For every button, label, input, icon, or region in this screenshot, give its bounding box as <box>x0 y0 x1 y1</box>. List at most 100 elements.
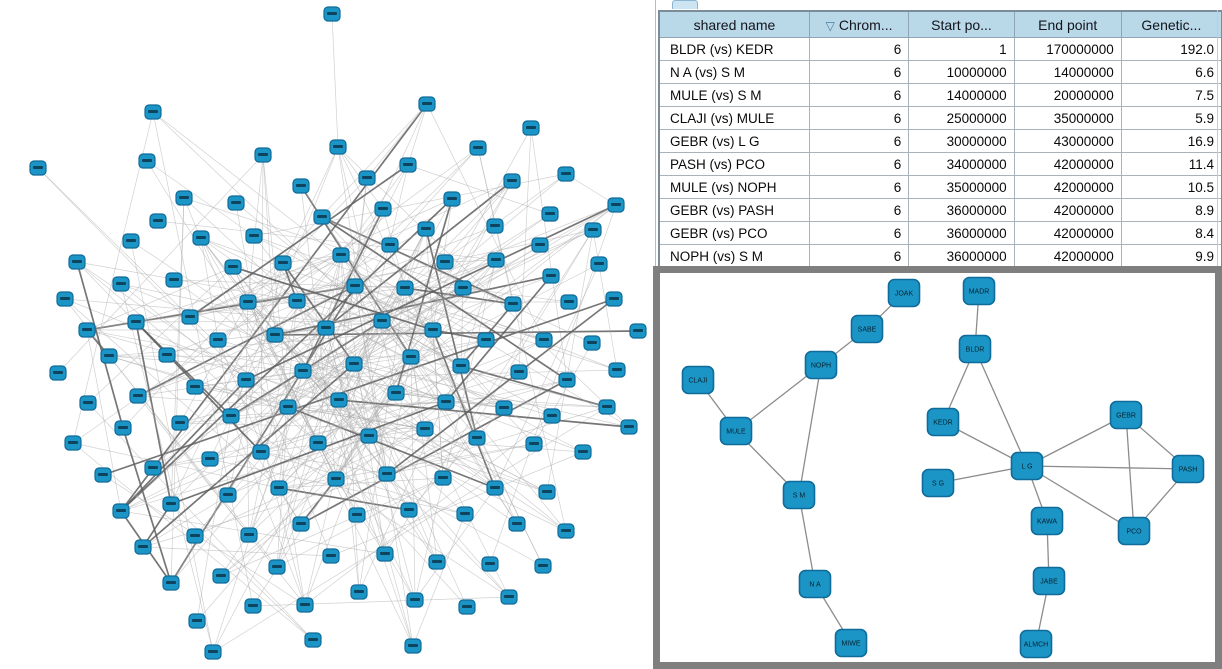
detail-network-panel[interactable]: JOAK MADR SABE NOPH CLAJI BLDR MULE KEDR GEBR L G… <box>653 266 1222 669</box>
table-row[interactable]: CLAJI (vs) MULE 6 25000000 35000000 5.9 <box>658 106 1222 130</box>
network-node[interactable] <box>204 644 222 660</box>
network-node[interactable] <box>620 419 638 435</box>
table-row[interactable]: GEBR (vs) PASH 6 36000000 42000000 8.9 <box>658 198 1222 222</box>
network-node[interactable] <box>209 332 227 348</box>
network-node[interactable] <box>437 394 455 410</box>
network-node[interactable] <box>219 487 237 503</box>
network-node[interactable] <box>376 546 394 562</box>
table-row[interactable]: NOPH (vs) S M 6 36000000 42000000 9.9 <box>658 244 1222 269</box>
network-node[interactable] <box>503 173 521 189</box>
network-node[interactable] <box>416 421 434 437</box>
network-node[interactable] <box>188 613 206 629</box>
network-node[interactable] <box>78 322 96 338</box>
network-node[interactable] <box>418 96 436 112</box>
network-node[interactable] <box>417 221 435 237</box>
network-node[interactable] <box>129 388 147 404</box>
network-node[interactable] <box>254 147 272 163</box>
network-node[interactable] <box>378 466 396 482</box>
network-node[interactable] <box>525 436 543 452</box>
network-node[interactable] <box>538 484 556 500</box>
network-node[interactable] <box>381 237 399 253</box>
overview-network-canvas[interactable] <box>0 0 655 669</box>
network-node[interactable] <box>162 496 180 512</box>
network-node[interactable] <box>468 430 486 446</box>
table-row[interactable]: MULE (vs) NOPH 6 35000000 42000000 10.5 <box>658 175 1222 199</box>
network-node[interactable] <box>481 556 499 572</box>
network-node[interactable] <box>402 349 420 365</box>
column-header-end-point[interactable]: End point <box>1013 10 1122 38</box>
network-node-pash[interactable]: PASH <box>1171 454 1205 484</box>
network-node[interactable] <box>227 195 245 211</box>
network-node[interactable] <box>309 435 327 451</box>
network-node[interactable] <box>542 268 560 284</box>
network-node-gebr[interactable]: GEBR <box>1109 400 1143 430</box>
network-node[interactable] <box>360 428 378 444</box>
network-node[interactable] <box>348 507 366 523</box>
network-node[interactable] <box>244 598 262 614</box>
network-node[interactable] <box>252 444 270 460</box>
network-node[interactable] <box>350 584 368 600</box>
network-node[interactable] <box>317 320 335 336</box>
network-node[interactable] <box>396 280 414 296</box>
table-row[interactable]: GEBR (vs) PCO 6 36000000 42000000 8.4 <box>658 221 1222 245</box>
network-node[interactable] <box>292 516 310 532</box>
network-node[interactable] <box>443 191 461 207</box>
network-node[interactable] <box>181 309 199 325</box>
network-node-almch[interactable]: ALMCH <box>1019 629 1053 659</box>
network-node-madr[interactable]: MADR <box>962 276 996 306</box>
network-node[interactable] <box>144 104 162 120</box>
network-node[interactable] <box>557 523 575 539</box>
filter-icon[interactable]: ▽ <box>825 18 835 33</box>
network-node-claji[interactable]: CLAJI <box>681 365 715 395</box>
network-node[interactable] <box>323 6 341 22</box>
network-node-s-g[interactable]: S G <box>921 468 955 498</box>
network-node[interactable] <box>224 259 242 275</box>
network-node[interactable] <box>292 178 310 194</box>
network-node[interactable] <box>112 503 130 519</box>
network-node[interactable] <box>49 365 67 381</box>
network-node[interactable] <box>607 197 625 213</box>
network-node[interactable] <box>175 190 193 206</box>
network-node[interactable] <box>541 206 559 222</box>
network-node[interactable] <box>245 228 263 244</box>
network-node-miwe[interactable]: MIWE <box>834 628 868 658</box>
network-node[interactable] <box>186 528 204 544</box>
table-row[interactable]: N A (vs) S M 6 10000000 14000000 6.6 <box>658 60 1222 84</box>
network-node[interactable] <box>329 139 347 155</box>
network-node[interactable] <box>149 213 167 229</box>
network-node[interactable] <box>138 153 156 169</box>
network-node-mule[interactable]: MULE <box>719 416 753 446</box>
network-node[interactable] <box>134 539 152 555</box>
network-node[interactable] <box>64 435 82 451</box>
network-node[interactable] <box>434 470 452 486</box>
network-node-s-m[interactable]: S M <box>782 480 816 510</box>
network-node[interactable] <box>477 332 495 348</box>
network-node[interactable] <box>486 218 504 234</box>
network-node[interactable] <box>387 385 405 401</box>
column-header-shared-name[interactable]: shared name <box>658 10 810 38</box>
network-node-jabe[interactable]: JABE <box>1032 566 1066 596</box>
network-node[interactable] <box>346 278 364 294</box>
network-node[interactable] <box>327 471 345 487</box>
network-node[interactable] <box>222 408 240 424</box>
network-node[interactable] <box>574 444 592 460</box>
network-node-n-a[interactable]: N A <box>798 569 832 599</box>
network-node[interactable] <box>165 272 183 288</box>
network-node[interactable] <box>456 506 474 522</box>
network-node[interactable] <box>400 502 418 518</box>
network-node[interactable] <box>79 395 97 411</box>
network-node[interactable] <box>629 323 647 339</box>
network-node[interactable] <box>94 467 112 483</box>
network-node[interactable] <box>469 140 487 156</box>
network-node-pco[interactable]: PCO <box>1117 516 1151 546</box>
network-node[interactable] <box>598 399 616 415</box>
network-node[interactable] <box>590 256 608 272</box>
column-header-start-po---[interactable]: Start po... <box>908 10 1015 38</box>
network-node[interactable] <box>237 372 255 388</box>
network-node[interactable] <box>583 335 601 351</box>
network-node[interactable] <box>608 362 626 378</box>
network-node[interactable] <box>436 254 454 270</box>
network-node[interactable] <box>288 293 306 309</box>
network-node[interactable] <box>122 233 140 249</box>
network-node[interactable] <box>304 632 322 648</box>
